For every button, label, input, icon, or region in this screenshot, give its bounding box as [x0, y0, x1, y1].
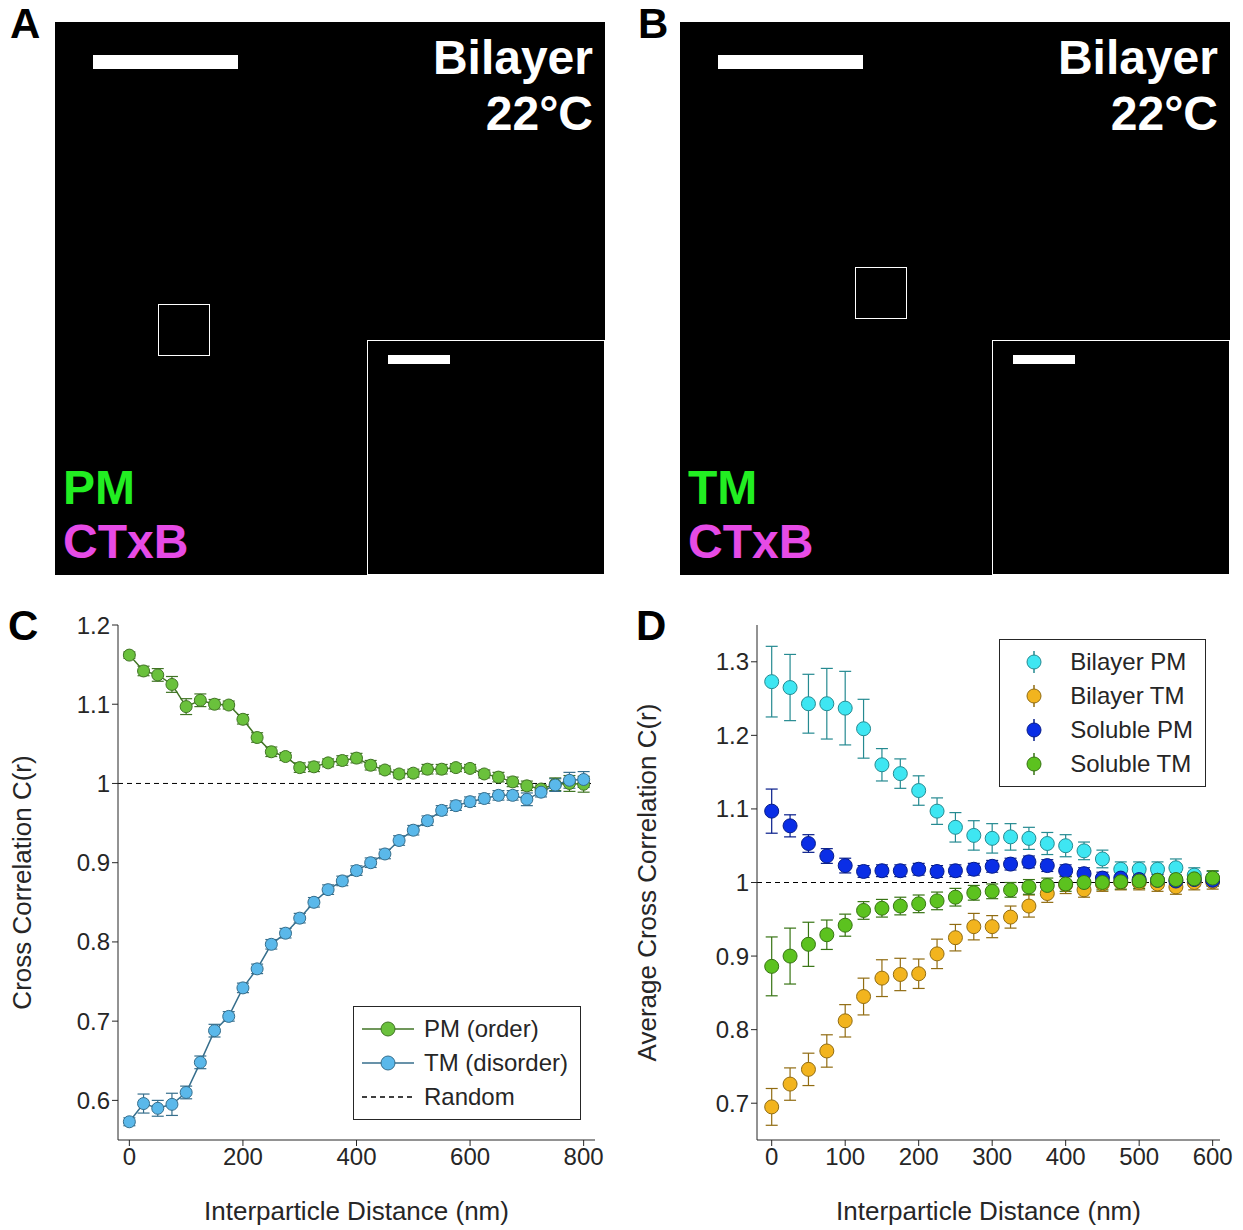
- svg-text:0.7: 0.7: [77, 1008, 110, 1035]
- html-text:TM: TM: [688, 461, 758, 514]
- svg-text:Cross Correlation C(r): Cross Correlation C(r): [7, 755, 37, 1009]
- svg-text:100: 100: [825, 1143, 865, 1170]
- html-text:Bilayer PM: Bilayer PM: [1070, 648, 1187, 675]
- svg-text:400: 400: [336, 1143, 376, 1170]
- svg-text:200: 200: [223, 1143, 263, 1170]
- html-text:PM: PM: [63, 461, 135, 514]
- svg-text:Average Cross Correlation C(r): Average Cross Correlation C(r): [632, 704, 662, 1062]
- html-text:Bilayer TM: Bilayer TM: [1070, 682, 1185, 709]
- html-text:TM (disorder): TM (disorder): [424, 1049, 568, 1076]
- svg-text:1: 1: [97, 770, 110, 797]
- svg-text:0.9: 0.9: [716, 943, 749, 970]
- html-text:C: C: [8, 602, 39, 649]
- svg-text:0: 0: [123, 1143, 136, 1170]
- svg-text:300: 300: [972, 1143, 1012, 1170]
- svg-text:600: 600: [450, 1143, 490, 1170]
- svg-text:1: 1: [736, 869, 749, 896]
- svg-text:800: 800: [564, 1143, 604, 1170]
- svg-text:1.2: 1.2: [77, 612, 110, 639]
- svg-text:0.6: 0.6: [77, 1087, 110, 1114]
- svg-text:200: 200: [899, 1143, 939, 1170]
- html-text:22°C: 22°C: [1110, 87, 1218, 140]
- svg-text:1.1: 1.1: [716, 795, 749, 822]
- svg-text:1.3: 1.3: [716, 648, 749, 675]
- svg-text:0.9: 0.9: [77, 849, 110, 876]
- svg-text:Interparticle Distance (nm): Interparticle Distance (nm): [836, 1196, 1141, 1226]
- html-text:CTxB: CTxB: [63, 515, 189, 568]
- html-text:CTxB: CTxB: [688, 515, 814, 568]
- html-text:B: B: [638, 0, 669, 47]
- svg-text:0.8: 0.8: [77, 928, 110, 955]
- svg-text:600: 600: [1193, 1143, 1233, 1170]
- html-text:Bilayer: Bilayer: [432, 31, 593, 84]
- html-text:D: D: [636, 602, 667, 649]
- svg-text:1.1: 1.1: [77, 691, 110, 718]
- html-text:Soluble PM: Soluble PM: [1070, 716, 1193, 743]
- svg-text:1.2: 1.2: [716, 722, 749, 749]
- html-text:Soluble TM: Soluble TM: [1070, 750, 1192, 777]
- html-text:Bilayer: Bilayer: [1057, 31, 1218, 84]
- svg-text:Interparticle Distance (nm): Interparticle Distance (nm): [204, 1196, 509, 1226]
- html-text:Random: Random: [424, 1083, 515, 1110]
- html-text:PM (order): PM (order): [424, 1015, 539, 1042]
- svg-text:0: 0: [765, 1143, 778, 1170]
- html-text:22°C: 22°C: [485, 87, 593, 140]
- html-text:A: A: [10, 0, 41, 47]
- svg-text:0.8: 0.8: [716, 1016, 749, 1043]
- svg-text:500: 500: [1119, 1143, 1159, 1170]
- svg-text:0.7: 0.7: [716, 1090, 749, 1117]
- svg-text:400: 400: [1046, 1143, 1086, 1170]
